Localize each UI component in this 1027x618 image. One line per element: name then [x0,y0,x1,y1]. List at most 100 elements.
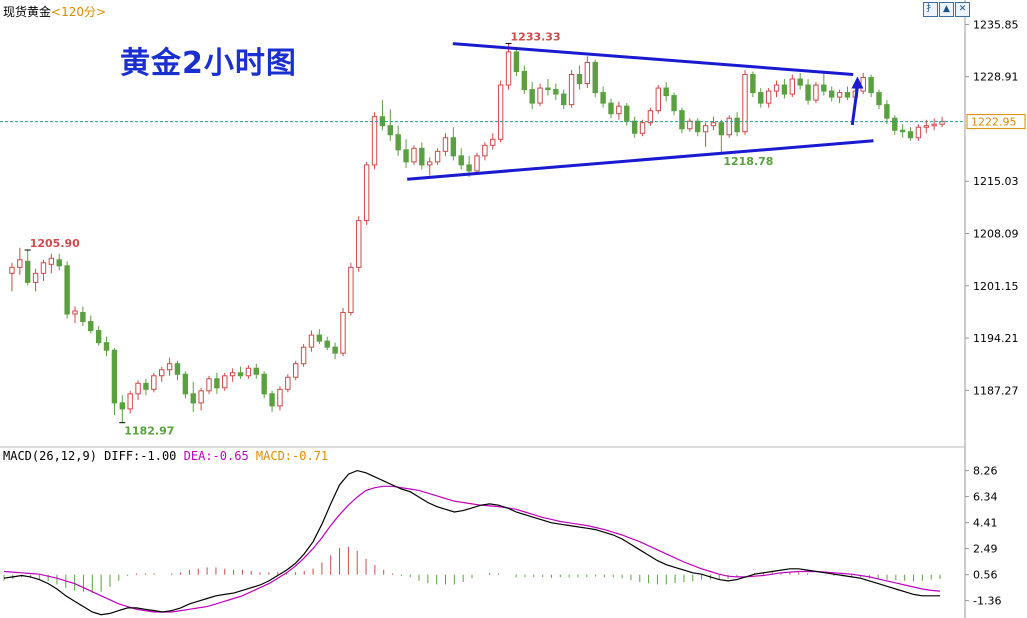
candle-body [324,340,330,348]
candle-body [56,259,62,267]
candle-body [631,120,638,134]
chart-header: 现货黄金<120分> [3,3,106,20]
extreme-label-3: 1218.78 [723,155,773,168]
candle-body [553,89,559,95]
candle-body [40,262,47,274]
candle-body [781,84,788,95]
current-price-label: 1222.95 [971,116,1017,129]
close-icon[interactable]: ✕ [955,2,970,17]
toolbar-indicator-button[interactable]: 扌 [923,2,938,17]
candle-body [245,367,252,377]
candle-body [159,369,165,377]
current-price-tag [966,114,1026,130]
candle-body [765,90,772,104]
candle-body [9,266,15,274]
candle-body [490,138,496,146]
candle-body [805,84,811,101]
toolbar-chart-button[interactable]: ▲ [939,2,954,17]
candle-body [497,84,504,140]
macd-tick-label-2: 4.41 [973,517,998,530]
price-tick-label-6: 1194.21 [973,332,1019,345]
candle-body [80,312,86,323]
candle-body [293,363,299,378]
candle-body [844,92,851,98]
candle-body [166,363,173,371]
candle-body [482,144,488,157]
macd-diff-line [3,469,940,616]
candle-body [639,122,646,134]
candle-body [734,117,740,133]
overlay-title: 黄金2小时图 [120,46,297,81]
candle-body [758,92,764,104]
candle-body [718,122,725,136]
candle-body [568,74,575,106]
candle-body [182,373,189,395]
candle-body [285,376,291,390]
candle-body [72,310,78,315]
candle-body [253,367,259,375]
candle-body [103,342,110,351]
candle-body [655,87,661,112]
candle-body [348,266,354,314]
candle-body [600,92,606,104]
candle-body [419,147,425,166]
candle-body [679,110,685,130]
candle-body [876,92,882,106]
price-tick-label-7: 1187.27 [973,384,1019,397]
candle-body [750,74,756,94]
candle-body [25,260,31,283]
macd-tick-label-1: 6.34 [973,491,998,504]
candle-body [829,90,835,98]
candle-body [269,393,275,407]
candle-body [64,265,70,315]
extreme-label-0: 1233.33 [511,30,561,43]
candle-body [17,259,23,268]
price-tick-label-0: 1235.85 [973,18,1019,31]
price-axis: 1235.85 1228.91 1215.03 1208.09 1201.15 1194.… [965,18,1019,397]
candle-body [529,89,535,104]
candle-body [576,74,583,85]
candle-body [789,78,795,95]
candle-body [592,61,598,94]
candle-body [174,363,181,375]
instrument-name: 现货黄金 [3,5,52,19]
candle-body [884,104,890,119]
candle-body [474,155,480,172]
candle-body [340,312,346,354]
candle-body [363,164,370,222]
candle-body [300,346,307,365]
candle-body [624,105,630,122]
candle-body [608,102,614,115]
candle-body [198,390,204,404]
trendline-lower [407,139,874,181]
candle-body [647,110,654,124]
candlestick-series [9,43,945,423]
candle-body [427,161,433,166]
macd-tick-label-4: 0.56 [973,569,998,582]
candle-body [190,393,196,404]
extreme-label-1: 1205.90 [30,237,80,250]
candle-body [584,61,591,85]
candle-body [931,123,937,127]
macd-dea-value: DEA:-0.65 [183,449,249,463]
candle-body [332,346,338,354]
candle-body [356,220,362,268]
period-label[interactable]: <120分> [51,5,107,19]
candle-body [261,373,267,395]
candle-body [915,126,922,139]
candle-body [513,51,520,72]
candle-body [450,137,457,157]
candle-body [88,321,94,332]
trendline-overlay: 1222.95 1233.33 1205.90 1182.97 1218.78 [0,30,1026,438]
candle-body [923,125,929,128]
candle-body [32,272,39,283]
candle-body [545,87,551,91]
candle-body [892,117,898,131]
candle-body [151,375,157,390]
candle-body [505,51,512,86]
candle-body [387,125,393,136]
candle-body [442,137,449,152]
candle-body [907,131,914,139]
breakout-arrow-shaft [850,86,859,126]
